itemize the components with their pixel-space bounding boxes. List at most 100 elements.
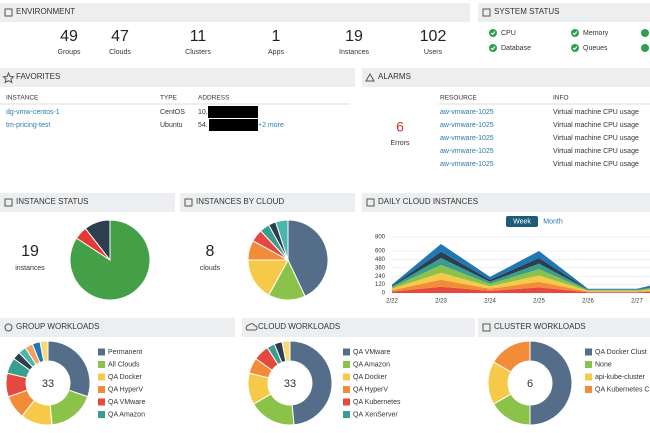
status-check [641,29,649,37]
status-item: Queues [583,45,608,52]
table-cell[interactable]: aw-vmware-1025 [440,161,494,168]
status-check [571,44,579,52]
area [392,251,650,290]
slice [84,219,111,262]
table-cell[interactable]: aw-vmware-1025 [440,148,494,155]
legend-swatch [343,373,350,381]
panel-title: CLUSTER WORKLOADS [494,322,586,331]
range-button[interactable]: Month [543,218,563,225]
range-button[interactable]: Week [513,218,531,225]
stat-label: Instances [339,49,369,56]
status-check [571,29,579,37]
table-cell[interactable]: aw-vmware-1025 [440,135,494,142]
alarm-count: 6 [396,119,404,135]
icon [184,198,193,207]
slice [39,340,49,362]
x-tick-label: 2/26 [582,299,594,305]
plot-area [392,244,650,293]
header-bar [180,193,355,212]
icon [4,8,13,17]
legend-label: Permanent [108,349,142,356]
stat-value: 11 [190,28,207,45]
status-item: CPU [501,30,516,37]
area [392,272,650,292]
legend-swatch [585,386,592,393]
status-check [641,44,649,52]
x-tick-label: 2/24 [484,299,496,305]
status-check [489,29,497,37]
legend-label: QA HyperV [108,386,143,393]
legend-swatch [98,348,105,356]
table-cell[interactable]: aw-vmware-1025 [440,109,494,116]
table-cell[interactable]: dg-vmw-centos-1 [6,109,60,116]
total: 33 [42,378,54,390]
table-cell[interactable]: tm-pricing-test [6,122,50,129]
panel-title: INSTANCE STATUS [16,197,88,206]
redactions [208,106,258,131]
stat-label: Users [424,49,443,56]
stat-value: 19 [345,28,363,45]
y-tick-label: 480 [375,257,386,263]
legend-swatch [98,361,105,368]
panel-headers [0,3,650,337]
check-mark [490,31,496,36]
more-link[interactable]: +2 more [258,122,284,129]
stat-value: 49 [60,28,78,45]
stat-label: Clouds [109,49,131,56]
table-cell: Ubuntu [160,122,183,129]
icon [366,198,375,207]
legend-swatch [343,361,350,368]
legend-swatch [98,411,105,418]
icon [4,198,13,207]
legend-label: QA Amazon [353,361,390,368]
area [392,265,650,291]
legend-label: QA Docker Clust [595,349,647,356]
panel-title: SYSTEM STATUS [494,7,560,16]
check-mark [572,46,578,51]
legend-swatch [585,348,592,356]
slice [287,219,329,297]
legend-swatch [343,398,350,406]
legend-label: api-kube-cluster [595,374,645,381]
area [392,258,650,291]
redaction [209,119,258,131]
icon [365,72,375,82]
legend-swatch [98,386,105,393]
total: 19 [21,243,39,260]
legend-swatch [343,348,350,356]
legend-swatch [98,373,105,381]
legend-label: All Clouds [108,361,140,368]
slice [275,219,289,261]
y-tick-label: 800 [375,235,386,241]
total: 8 [206,243,215,260]
total-label: instances [15,265,45,272]
header-bar [0,193,175,212]
header-bar [362,193,650,212]
legend-label: QA Kubernetes C [595,386,649,393]
check-mark [572,31,578,36]
table-cell: CentOS [160,109,185,116]
y-tick-label: 240 [375,274,386,280]
slice [281,340,291,362]
table-cell: Virtual machine CPU usage [553,161,639,168]
legend-swatch [585,361,592,368]
legend-label: QA HyperV [353,386,388,393]
panel-title: ENVIRONMENT [16,7,75,16]
table-cell: 54. [198,122,208,129]
x-tick-label: 2/22 [386,299,398,305]
week-button-bg[interactable] [506,216,538,227]
slice [47,340,91,398]
stat-value: 102 [420,28,447,45]
panel-title: CLOUD WORKLOADS [258,322,340,331]
total: 33 [284,378,296,390]
legend-label: QA Docker [108,374,143,381]
icon [482,323,491,332]
header-bar [478,3,650,22]
panel-title: ALARMS [378,72,411,81]
status-item: Database [501,45,531,52]
header-bar [478,318,650,337]
legend-swatch [343,386,350,393]
y-tick-label: 0 [382,291,386,297]
icon [245,323,258,331]
table-cell[interactable]: aw-vmware-1025 [440,122,494,129]
